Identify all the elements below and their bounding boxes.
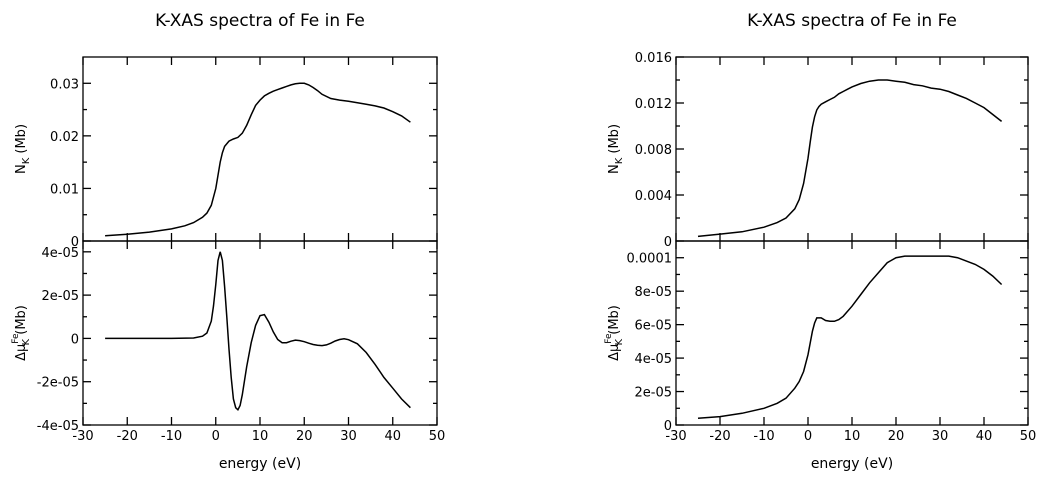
y-tick-label: 0.016 [635, 51, 672, 66]
x-tick-label: -10 [161, 429, 182, 444]
series-line [105, 82, 411, 237]
y-tick-label: 0.03 [50, 77, 79, 92]
y-tick-label: 0.012 [635, 97, 672, 112]
y-tick-label: 6e-05 [634, 319, 672, 334]
x-tick-label: -10 [753, 429, 774, 444]
y-tick-label: 8e-05 [634, 285, 672, 300]
x-tick-label: 20 [888, 429, 905, 444]
plot-frame [675, 240, 1029, 426]
x-tick-label: 0 [804, 429, 812, 444]
panel-top: 0 0.01 0.02 0.03 [50, 56, 438, 250]
x-axis-label: energy (eV) [219, 456, 301, 472]
chart-title: K-XAS spectra of Fe in Fe [747, 11, 957, 31]
plot-frame [675, 56, 1029, 242]
x-tick-label: -30 [72, 429, 93, 444]
y-tick-label: -2e-05 [37, 376, 79, 391]
chart-title: K-XAS spectra of Fe in Fe [155, 11, 365, 31]
x-tick-label: 50 [429, 429, 446, 444]
x-tick-label: -20 [117, 429, 138, 444]
y-tick-label: -4e-05 [37, 419, 79, 434]
y-tick-label: 0 [71, 235, 79, 250]
x-tick-label: -20 [709, 429, 730, 444]
panel-bottom: -4e-05 -2e-05 0 2e-05 4e-05 [37, 240, 438, 434]
y-tick-label: 4e-05 [634, 352, 672, 367]
y-axis-label: ΔμFeK (Mb) [604, 305, 625, 361]
x-tick-label: 20 [296, 429, 313, 444]
x-tick-label: 30 [340, 429, 357, 444]
y-tick-label: 0 [664, 419, 672, 434]
series-line [697, 79, 1003, 238]
y-axis-label: NK (Mb) [14, 124, 32, 174]
x-tick-label: 10 [252, 429, 269, 444]
y-tick-label: 0 [71, 332, 79, 347]
plot-frame [82, 240, 438, 426]
x-tick-label: 50 [1020, 429, 1037, 444]
panel-bottom: 0 2e-05 4e-05 6e-05 8e-05 0.0001 [627, 240, 1029, 434]
y-axis-label: ΔμFeK (Mb) [11, 305, 32, 361]
y-axis-label: NK (Mb) [607, 124, 625, 174]
y-tick-label: 0 [664, 235, 672, 250]
x-tick-label: 0 [212, 429, 220, 444]
x-tick-label: 30 [932, 429, 949, 444]
x-tick-label: 10 [844, 429, 861, 444]
y-tick-label: 0.004 [635, 189, 672, 204]
plot-frame [82, 56, 438, 242]
y-tick-label: 2e-05 [634, 386, 672, 401]
x-tick-label: 40 [976, 429, 993, 444]
y-tick-label: 0.008 [635, 143, 672, 158]
chart-1: K-XAS spectra of Fe in Fe 0 0.01 0.02 0.03 -4… [37, 11, 445, 472]
x-tick-label: 40 [384, 429, 401, 444]
y-tick-label: 2e-05 [41, 289, 79, 304]
series-line [105, 251, 411, 412]
x-tick-label: -30 [665, 429, 686, 444]
series-line [697, 255, 1003, 420]
panel-top: 0 0.004 0.008 0.012 0.016 [635, 51, 1029, 250]
y-tick-label: 0.02 [50, 130, 79, 145]
chart-2: K-XAS spectra of Fe in Fe 0 0.004 0.008 0.01… [627, 11, 1037, 472]
y-tick-label: 0.0001 [627, 252, 673, 267]
y-tick-label: 0.01 [50, 182, 79, 197]
x-axis-label: energy (eV) [811, 456, 893, 472]
y-tick-label: 4e-05 [41, 246, 79, 261]
